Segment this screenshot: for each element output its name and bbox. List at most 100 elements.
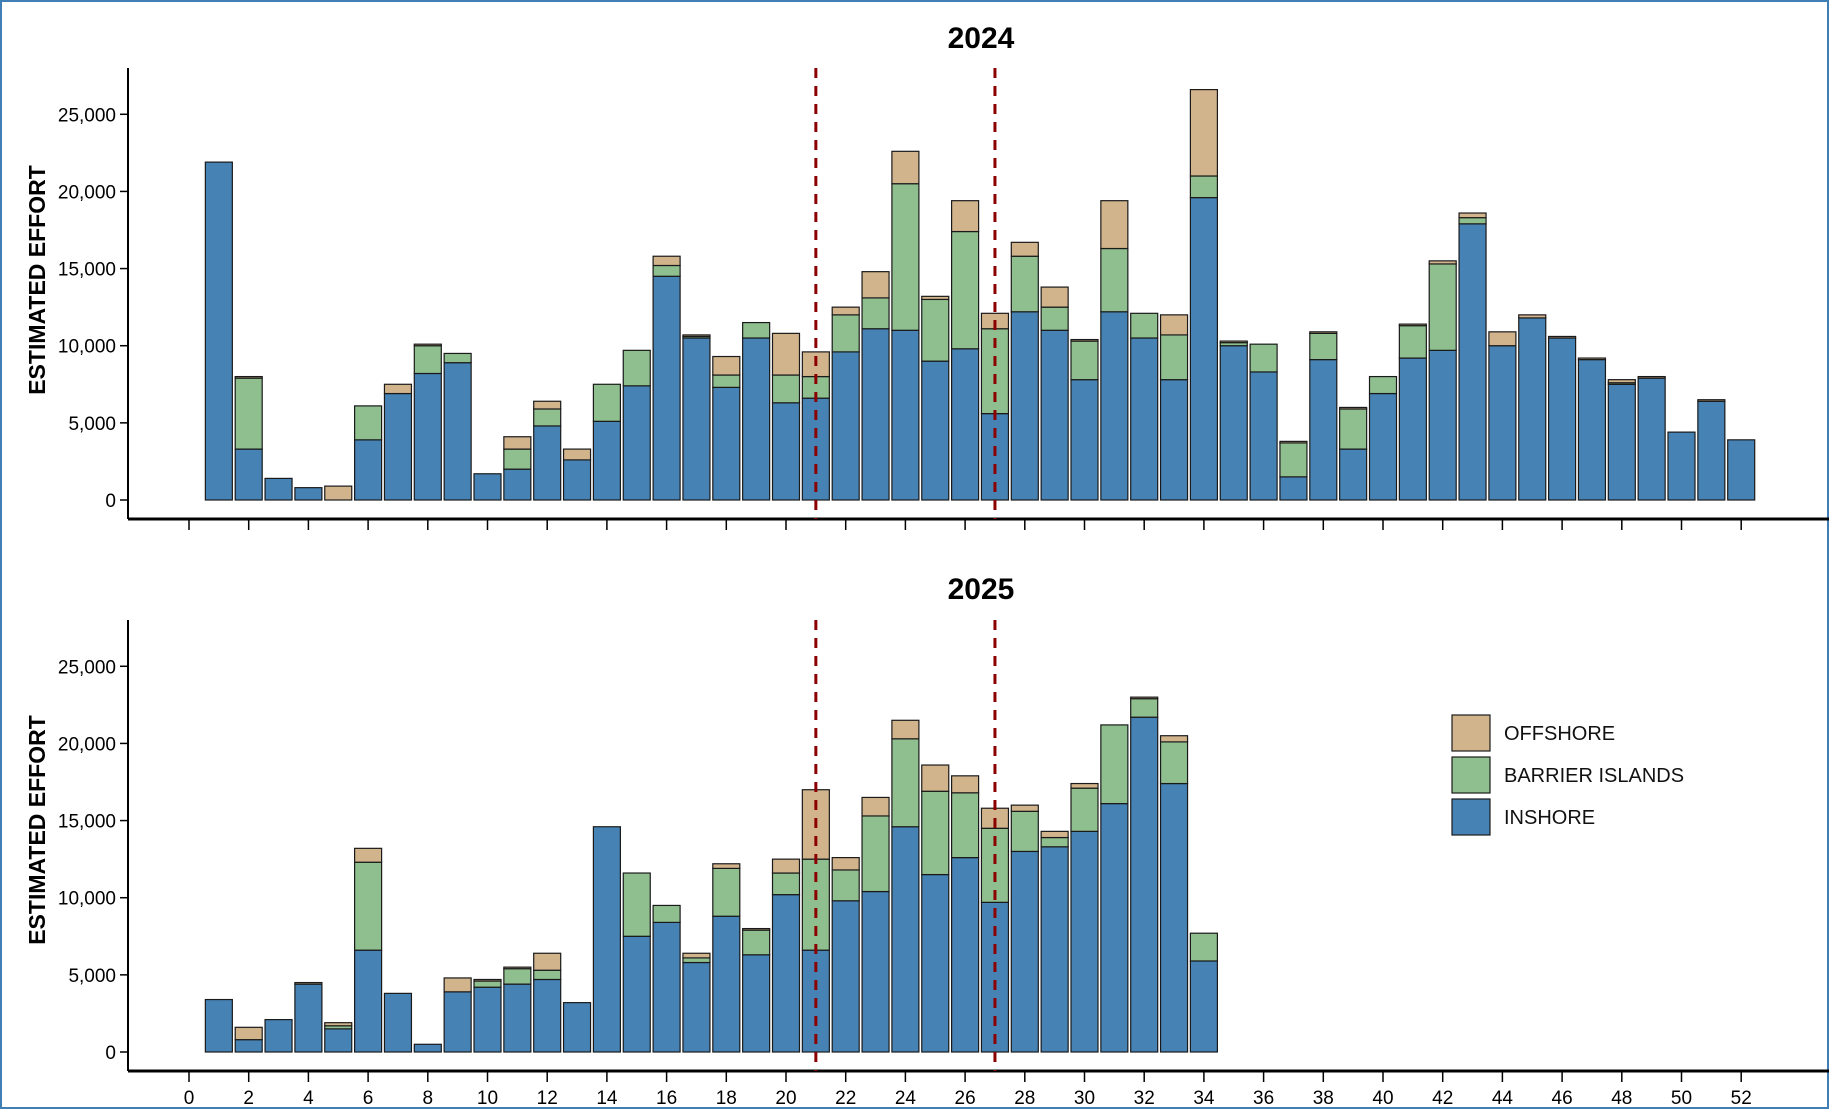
bar-inshore [950, 348, 980, 501]
bar-barrier-islands [354, 861, 383, 951]
bar-barrier-islands [1309, 332, 1338, 361]
bar-barrier-islands [861, 297, 890, 330]
bar-barrier-islands [1130, 698, 1159, 718]
bar-barrier-islands [831, 869, 860, 902]
bar-offshore [831, 856, 860, 871]
bar-offshore [1547, 335, 1577, 339]
legend-label-offshore: OFFSHORE [1504, 723, 1615, 745]
bar-barrier-islands [1070, 340, 1099, 381]
bar-barrier-islands [354, 405, 383, 441]
bar-inshore [891, 826, 920, 1053]
x-tick-label: 44 [1492, 1088, 1514, 1109]
bar-barrier-islands [1070, 787, 1099, 832]
bar-inshore [1219, 345, 1248, 501]
legend-swatch-barrier [1451, 756, 1491, 794]
bar-inshore [1727, 439, 1756, 501]
bar-offshore [1577, 357, 1607, 361]
x-tick-label: 0 [184, 1088, 195, 1109]
bar-offshore [1189, 88, 1219, 177]
bar-offshore [742, 927, 771, 931]
bar-barrier-islands [831, 314, 860, 353]
bar-inshore [921, 873, 950, 1053]
y-axis-label-2024: ESTIMATED EFFORT [24, 165, 50, 395]
y-tick-label: 10,000 [58, 889, 116, 910]
bar-inshore [1458, 223, 1487, 501]
y-tick-label: 5,000 [68, 966, 116, 987]
bar-inshore [503, 468, 532, 501]
chart-title-2024: 2024 [948, 22, 1015, 55]
x-tick-label: 42 [1432, 1088, 1453, 1109]
bar-inshore [443, 991, 472, 1053]
bar-inshore [562, 459, 592, 501]
bar-inshore [294, 487, 323, 501]
bar-inshore [1100, 311, 1129, 501]
bar-inshore [712, 386, 741, 501]
y-tick-label: 20,000 [58, 734, 116, 755]
bar-barrier-islands [921, 790, 950, 876]
bar-barrier-islands [1040, 306, 1069, 331]
bar-inshore [861, 328, 890, 501]
bar-inshore [1309, 359, 1338, 501]
bar-offshore [831, 306, 860, 316]
x-tick-label: 10 [477, 1088, 498, 1109]
bar-offshore [1159, 735, 1189, 743]
bar-offshore [503, 436, 532, 450]
bar-inshore [861, 890, 890, 1053]
bar-offshore [771, 858, 801, 874]
bar-offshore [1309, 331, 1338, 334]
bar-offshore [503, 966, 532, 970]
bar-offshore [861, 271, 890, 299]
bar-barrier-islands [1100, 247, 1129, 313]
bar-inshore [592, 420, 622, 501]
bar-inshore [1249, 371, 1278, 501]
bar-barrier-islands [682, 957, 711, 964]
bar-offshore [682, 334, 711, 338]
bar-inshore [204, 161, 233, 501]
bar-offshore [712, 863, 741, 869]
x-tick-label: 32 [1134, 1088, 1155, 1109]
x-tick-label: 50 [1671, 1088, 1692, 1109]
bar-barrier-islands [622, 349, 651, 387]
bar-inshore [950, 856, 980, 1053]
bar-inshore [264, 477, 293, 501]
bar-barrier-islands [712, 374, 741, 388]
bar-inshore [652, 921, 681, 1053]
legend-label-barrier: BARRIER ISLANDS [1504, 765, 1684, 787]
x-tick-label: 26 [955, 1088, 976, 1109]
bar-inshore [413, 1043, 442, 1053]
bar-barrier-islands [1189, 932, 1219, 962]
bar-inshore [1518, 317, 1547, 501]
bar-barrier-islands [891, 738, 920, 828]
y-tick-label: 20,000 [58, 182, 116, 203]
bar-barrier-islands [1189, 175, 1219, 199]
bar-inshore [712, 915, 741, 1053]
bar-inshore [473, 986, 502, 1053]
bar-inshore [1637, 377, 1666, 501]
bar-inshore [652, 275, 681, 501]
bar-inshore [264, 1018, 293, 1053]
bar-inshore [1010, 311, 1039, 501]
bar-inshore [1130, 716, 1159, 1053]
bar-offshore [921, 764, 950, 792]
bar-offshore [443, 977, 472, 993]
bar-barrier-islands [742, 321, 771, 339]
x-tick-label: 6 [363, 1088, 374, 1109]
bar-inshore [204, 998, 233, 1053]
bar-offshore [861, 796, 890, 817]
bar-inshore [473, 473, 502, 501]
x-tick-label: 4 [303, 1088, 314, 1109]
bar-inshore [1488, 345, 1517, 501]
bar-inshore [294, 983, 323, 1053]
y-tick-label: 15,000 [58, 812, 116, 833]
bar-barrier-islands [533, 408, 562, 427]
bar-barrier-islands [652, 264, 681, 277]
bar-offshore [652, 255, 681, 267]
bar-inshore [533, 425, 562, 501]
bar-inshore [383, 992, 413, 1053]
bar-offshore [771, 332, 801, 376]
bar-offshore [682, 952, 711, 959]
bar-barrier-islands [622, 872, 651, 937]
bar-inshore [413, 372, 442, 501]
bar-barrier-islands [771, 872, 801, 896]
